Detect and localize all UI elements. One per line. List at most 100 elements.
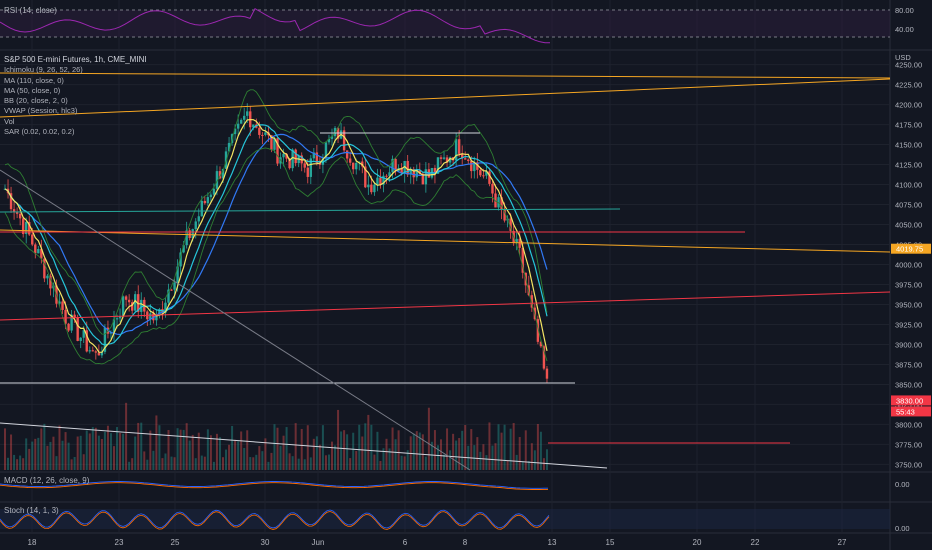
white-falling-line: [0, 422, 608, 469]
stoch-k-line: [0, 509, 550, 529]
volume-bar: [294, 423, 297, 470]
y-tick-label: 4225.00: [895, 81, 922, 90]
volume-bar: [464, 425, 467, 470]
candle-body: [227, 142, 231, 152]
indicator-ma110[interactable]: MA (110, close, 0): [4, 75, 64, 85]
candle-body: [28, 222, 31, 235]
stoch-d-line: [0, 511, 550, 530]
macd-tick-0: 0.00: [895, 480, 910, 489]
volume-bar: [25, 438, 28, 470]
volume-bar: [55, 456, 58, 470]
candle-body: [221, 168, 225, 179]
volume-bar: [31, 441, 34, 470]
candle-body: [448, 157, 452, 163]
volume-bar: [243, 447, 246, 470]
volume-bar: [482, 444, 485, 470]
indicator-vol[interactable]: Vol: [4, 116, 15, 126]
candle-body: [203, 200, 207, 204]
volume-bar: [88, 433, 91, 470]
volume-bar: [518, 437, 521, 470]
volume-bar: [100, 438, 103, 470]
candle-body: [88, 350, 91, 352]
indicator-ma50[interactable]: MA (50, close, 0): [4, 85, 61, 95]
volume-bar: [337, 409, 340, 470]
candle-body: [124, 296, 128, 300]
candle-body: [330, 136, 334, 139]
volume-bar: [76, 436, 79, 470]
volume-bar: [276, 427, 279, 470]
indicator-vwap[interactable]: VWAP (Session, hlc3): [4, 106, 78, 116]
candle-body: [324, 142, 328, 159]
volume-bar: [122, 433, 125, 470]
y-tick-label: 3800.00: [895, 420, 922, 429]
x-tick-label: 18: [28, 538, 37, 547]
candle-body: [342, 130, 346, 151]
y-tick-label: 3975.00: [895, 280, 922, 289]
volume-bar: [200, 455, 203, 470]
y-tick-label: 3875.00: [895, 360, 922, 369]
volume-bar: [94, 427, 97, 470]
volume-bar: [291, 456, 294, 470]
volume-bar: [67, 442, 70, 470]
candle-body: [418, 170, 422, 174]
candle-body: [118, 316, 122, 319]
volume-bar: [203, 456, 206, 470]
candle-body: [94, 351, 98, 353]
candle-body: [348, 158, 352, 163]
volume-bar: [279, 445, 282, 470]
volume-bar: [225, 449, 228, 470]
candle-body: [185, 230, 188, 246]
volume-bar: [258, 446, 261, 470]
volume-bar: [22, 458, 25, 470]
volume-bar: [116, 427, 119, 470]
candle-body: [158, 309, 161, 315]
volume-bar: [237, 441, 240, 470]
volume-bar: [134, 436, 137, 470]
candle-body: [509, 218, 512, 231]
candle-body: [376, 177, 379, 185]
volume-bar: [494, 443, 497, 470]
indicator-sar[interactable]: SAR (0.02, 0.02, 0.2): [4, 127, 75, 137]
candle-body: [133, 294, 137, 311]
candle-body: [539, 341, 543, 347]
indicator-bb[interactable]: BB (20, close, 2, 0): [4, 96, 68, 106]
vwap-line: [4, 118, 548, 353]
volume-bar: [61, 440, 64, 470]
volume-bar: [209, 435, 212, 470]
candle-body: [351, 162, 355, 170]
volume-bar: [103, 431, 106, 470]
volume-bar: [358, 424, 361, 470]
volume-bar: [379, 461, 382, 470]
candle-body: [500, 197, 503, 210]
candle-body: [49, 275, 52, 289]
y-tick-label: 3850.00: [895, 380, 922, 389]
macd-line: [0, 481, 548, 489]
y-tick-label: 3950.00: [895, 300, 922, 309]
candle-body: [294, 149, 297, 164]
candle-body: [464, 158, 467, 160]
candle-body: [470, 160, 473, 172]
candle-body: [482, 175, 485, 177]
candle-body: [167, 289, 170, 303]
volume-bar: [40, 428, 43, 470]
volume-bar: [228, 444, 231, 470]
candle-body: [421, 173, 425, 185]
candle-body: [530, 295, 534, 308]
volume-bar: [476, 437, 479, 470]
candle-body: [485, 171, 488, 176]
volume-bar: [367, 414, 370, 470]
candle-body: [261, 134, 264, 136]
volume-bar: [234, 439, 237, 470]
volume-bar: [158, 425, 161, 470]
volume-bar: [327, 454, 330, 470]
x-tick-label: 27: [838, 538, 847, 547]
x-tick-label: 13: [548, 538, 557, 547]
indicator-ichimoku[interactable]: Ichimoku (9, 26, 52, 26): [4, 65, 83, 75]
candle-body: [149, 313, 152, 320]
currency-label: USD: [895, 53, 911, 62]
volume-bar: [485, 455, 488, 470]
volume-bar: [433, 430, 436, 470]
candle-body: [394, 158, 397, 172]
volume-bar: [370, 424, 373, 470]
